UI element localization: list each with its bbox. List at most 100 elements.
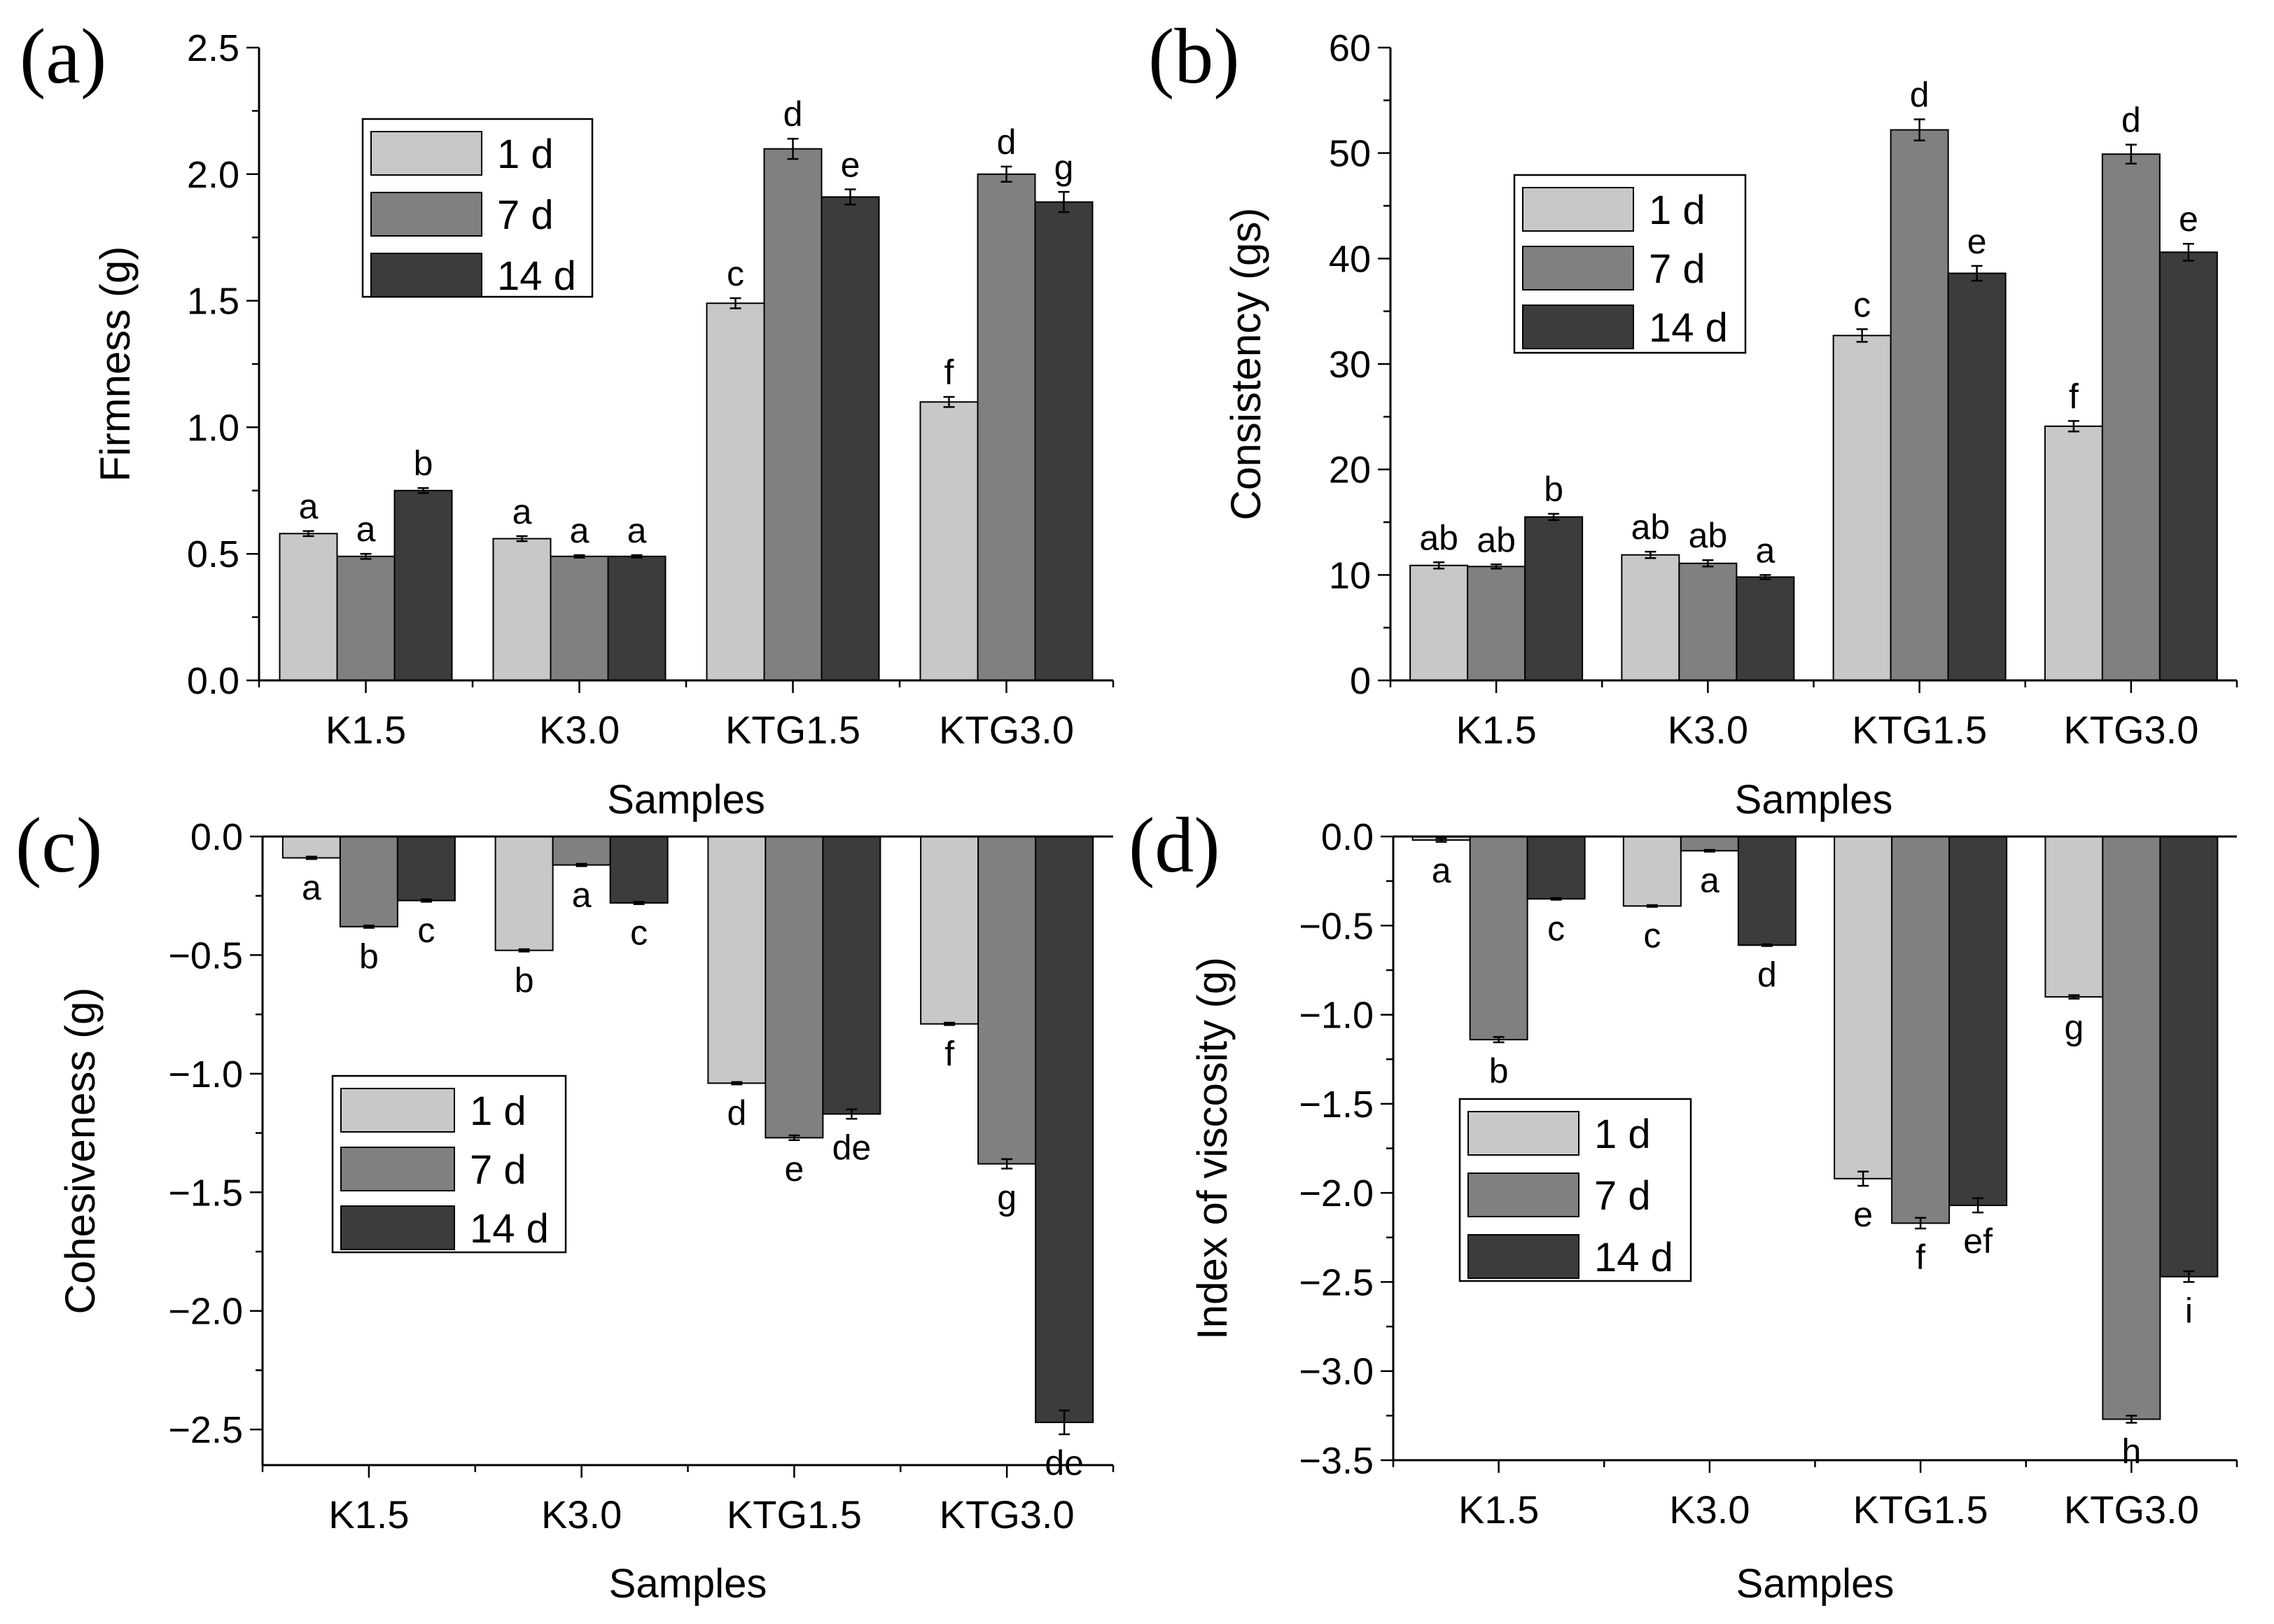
significance-label: g — [1054, 148, 1074, 187]
significance-label: b — [1489, 1051, 1509, 1091]
y-axis-title: Consistency (gs) — [1222, 208, 1269, 521]
bar-ktg30-7d — [977, 173, 1036, 682]
significance-label: g — [2064, 1008, 2084, 1047]
significance-label: i — [2185, 1291, 2193, 1330]
legend: 1 d 7 d 14 d — [1513, 174, 1747, 354]
significance-label: f — [944, 353, 954, 392]
legend: 1 d 7 d 14 d — [331, 1074, 567, 1254]
y-axis-title: Index of viscosity (g) — [1189, 957, 1236, 1340]
y-tick-label: 10 — [1329, 554, 1371, 596]
bar-ktg15-14d — [1947, 272, 2007, 681]
bar-ktg15-1d — [1834, 836, 1893, 1180]
bar-ktg15-7d — [1891, 836, 1951, 1224]
significance-label: b — [515, 960, 534, 1000]
significance-label: c — [630, 913, 648, 953]
bar-ktg15-1d — [706, 302, 765, 681]
panel-letter: (c) — [15, 802, 102, 889]
legend-swatch-14d — [1467, 1234, 1579, 1279]
y-tick-label: 20 — [1329, 449, 1371, 491]
legend-swatch-7d — [1467, 1172, 1579, 1217]
significance-label: ab — [1689, 516, 1728, 555]
significance-label: a — [1700, 861, 1720, 900]
bar-k30-7d — [1678, 562, 1738, 682]
bar-k15-14d — [1524, 516, 1584, 682]
y-tick-label: 0.0 — [187, 660, 239, 702]
legend-label: 7 d — [497, 192, 554, 238]
legend-label: 14 d — [497, 253, 576, 299]
bar-ktg30-14d — [1034, 201, 1094, 681]
x-tick-label: K3.0 — [1669, 1488, 1750, 1532]
legend-swatch-7d — [370, 192, 482, 237]
significance-label: ab — [1419, 518, 1458, 557]
legend-swatch-1d — [340, 1088, 455, 1133]
bar-k30-1d — [1622, 836, 1682, 907]
legend-label: 1 d — [1649, 188, 1706, 233]
y-tick-label: 30 — [1329, 344, 1371, 386]
y-tick-label: −1.0 — [168, 1054, 243, 1096]
y-tick-label: −1.5 — [168, 1172, 243, 1214]
y-tick-label: 0.0 — [1321, 816, 1374, 858]
x-axis-title: Samples — [609, 1561, 767, 1606]
bar-k15-14d — [393, 489, 453, 681]
significance-label: c — [727, 254, 744, 293]
x-tick-label: K1.5 — [1458, 1488, 1539, 1532]
significance-label: f — [2069, 377, 2079, 416]
y-tick-label: 2.5 — [187, 27, 239, 69]
bar-k30-7d — [552, 836, 611, 866]
bar-k30-1d — [494, 836, 554, 951]
bar-ktg15-14d — [822, 836, 881, 1115]
significance-label: e — [1967, 222, 1987, 261]
significance-label: d — [997, 122, 1017, 162]
y-tick-label: −1.0 — [1299, 995, 1374, 1037]
legend-swatch-14d — [340, 1205, 455, 1250]
significance-label: f — [1916, 1238, 1925, 1277]
legend-swatch-1d — [1467, 1111, 1579, 1156]
y-tick-label: −3.0 — [1299, 1351, 1374, 1393]
bar-ktg30-1d — [920, 836, 979, 1025]
x-tick-label: KTG1.5 — [725, 708, 860, 752]
y-tick-label: 0.5 — [187, 533, 239, 575]
bar-ktg30-14d — [2159, 836, 2219, 1278]
bar-ktg15-7d — [765, 836, 824, 1139]
significance-label: b — [414, 444, 433, 483]
significance-label: d — [2121, 101, 2141, 140]
bar-ktg15-7d — [1890, 129, 1949, 681]
significance-label: b — [1544, 470, 1563, 509]
significance-label: g — [997, 1177, 1017, 1217]
bar-k30-7d — [1680, 836, 1739, 852]
significance-label: e — [2179, 200, 2198, 239]
bar-k15-1d — [279, 533, 338, 681]
y-axis-title: Firmness (g) — [92, 246, 139, 482]
significance-label: e — [784, 1149, 804, 1189]
y-tick-label: −3.5 — [1299, 1440, 1374, 1482]
legend-label: 7 d — [1594, 1173, 1651, 1219]
significance-label: c — [417, 911, 435, 950]
bar-k30-7d — [550, 555, 609, 681]
x-tick-label: KTG3.0 — [939, 708, 1074, 752]
bar-k15-1d — [281, 836, 341, 859]
significance-label: a — [356, 510, 376, 549]
bar-k15-14d — [1526, 836, 1586, 900]
bar-k15-7d — [1467, 566, 1526, 682]
significance-label: d — [1757, 955, 1777, 995]
y-tick-label: 1.5 — [187, 281, 239, 323]
y-tick-label: 1.0 — [187, 407, 239, 449]
bar-ktg15-14d — [821, 196, 880, 681]
y-tick-label: −2.5 — [1299, 1261, 1374, 1303]
legend-label: 7 d — [1649, 246, 1706, 292]
panel-letter: (b) — [1148, 13, 1240, 100]
panel-letter: (d) — [1129, 802, 1220, 889]
legend-swatch-14d — [370, 253, 482, 298]
x-tick-label: KTG3.0 — [940, 1492, 1075, 1536]
legend-label: 14 d — [470, 1206, 549, 1252]
significance-label: b — [359, 937, 379, 976]
significance-label: a — [1755, 531, 1775, 570]
bar-k15-7d — [339, 836, 398, 927]
bar-k15-1d — [1409, 564, 1469, 681]
significance-label: ab — [1477, 520, 1516, 559]
legend-swatch-1d — [370, 131, 482, 176]
bar-k30-14d — [1736, 576, 1795, 682]
bar-ktg30-1d — [2044, 425, 2103, 681]
